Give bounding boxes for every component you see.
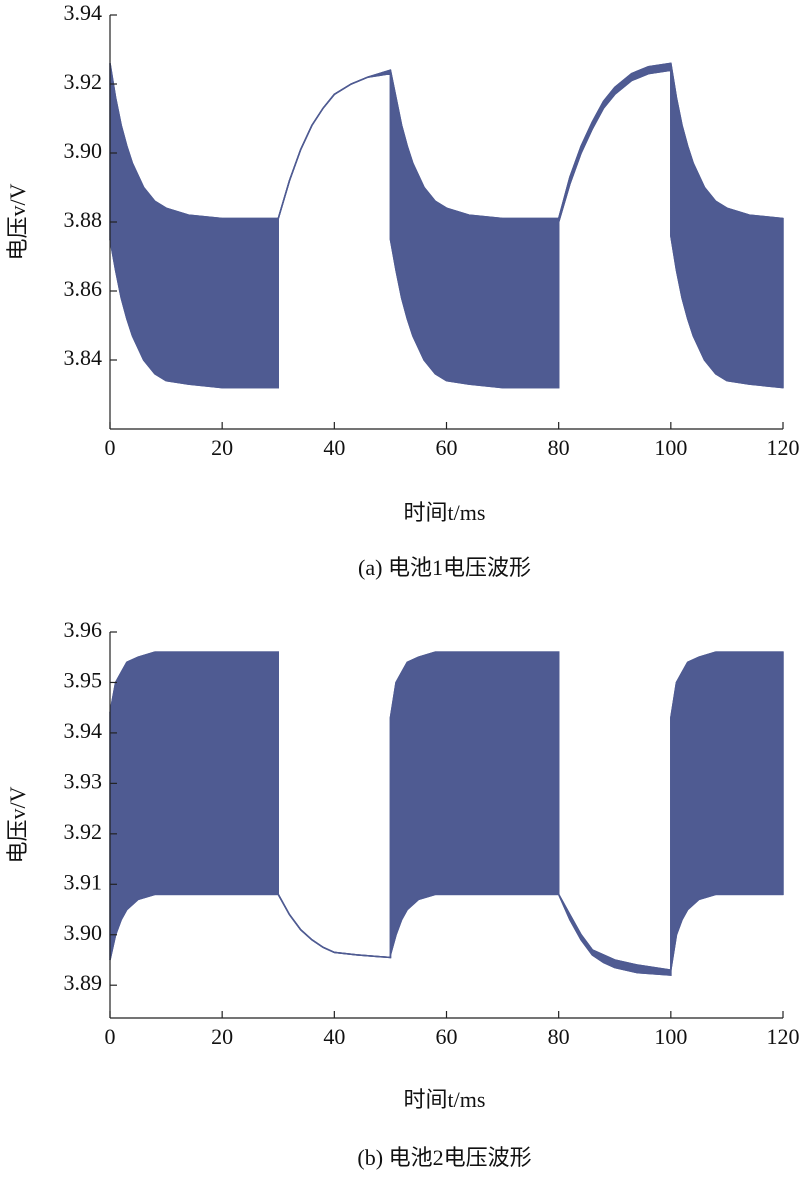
x-tick-label: 0 bbox=[105, 1024, 116, 1049]
voltage-band bbox=[109, 651, 784, 976]
y-tick-label: 3.94 bbox=[64, 0, 103, 25]
voltage-band bbox=[109, 62, 784, 389]
y-axis-label: 电压v/V bbox=[5, 786, 30, 863]
upper-envelope bbox=[109, 651, 783, 971]
y-tick-label: 3.88 bbox=[64, 207, 103, 232]
x-tick-label: 0 bbox=[105, 435, 116, 460]
y-axis-label: 电压v/V bbox=[5, 183, 30, 260]
lower-envelope bbox=[109, 69, 784, 389]
lower-envelope bbox=[109, 893, 783, 976]
y-tick-label: 3.94 bbox=[64, 718, 103, 743]
x-tick-label: 80 bbox=[548, 435, 570, 460]
x-tick-label: 100 bbox=[654, 435, 687, 460]
x-tick-label: 40 bbox=[323, 435, 345, 460]
x-tick-label: 100 bbox=[654, 1024, 687, 1049]
y-tick-label: 3.93 bbox=[64, 768, 103, 793]
y-tick-label: 3.92 bbox=[64, 819, 103, 844]
y-tick-label: 3.91 bbox=[64, 869, 103, 894]
y-tick-label: 3.84 bbox=[64, 345, 103, 370]
upper-envelope bbox=[109, 62, 784, 220]
y-tick-label: 3.89 bbox=[64, 970, 103, 995]
y-tick-label: 3.96 bbox=[64, 617, 103, 642]
x-tick-label: 120 bbox=[767, 435, 800, 460]
y-tick-label: 3.90 bbox=[64, 138, 103, 163]
x-axis-label: 时间t/ms bbox=[404, 1087, 486, 1112]
x-tick-label: 80 bbox=[548, 1024, 570, 1049]
x-tick-label: 60 bbox=[436, 435, 458, 460]
x-tick-label: 20 bbox=[211, 435, 233, 460]
x-tick-label: 120 bbox=[767, 1024, 800, 1049]
x-tick-label: 60 bbox=[436, 1024, 458, 1049]
caption: (b) 电池2电压波形 bbox=[357, 1145, 531, 1170]
x-tick-label: 20 bbox=[211, 1024, 233, 1049]
y-tick-label: 3.90 bbox=[64, 920, 103, 945]
x-axis-label: 时间t/ms bbox=[404, 500, 486, 525]
x-tick-label: 40 bbox=[323, 1024, 345, 1049]
y-tick-label: 3.95 bbox=[64, 668, 103, 693]
y-tick-label: 3.92 bbox=[64, 69, 103, 94]
y-tick-label: 3.86 bbox=[64, 276, 103, 301]
caption: (a) 电池1电压波形 bbox=[358, 555, 531, 580]
